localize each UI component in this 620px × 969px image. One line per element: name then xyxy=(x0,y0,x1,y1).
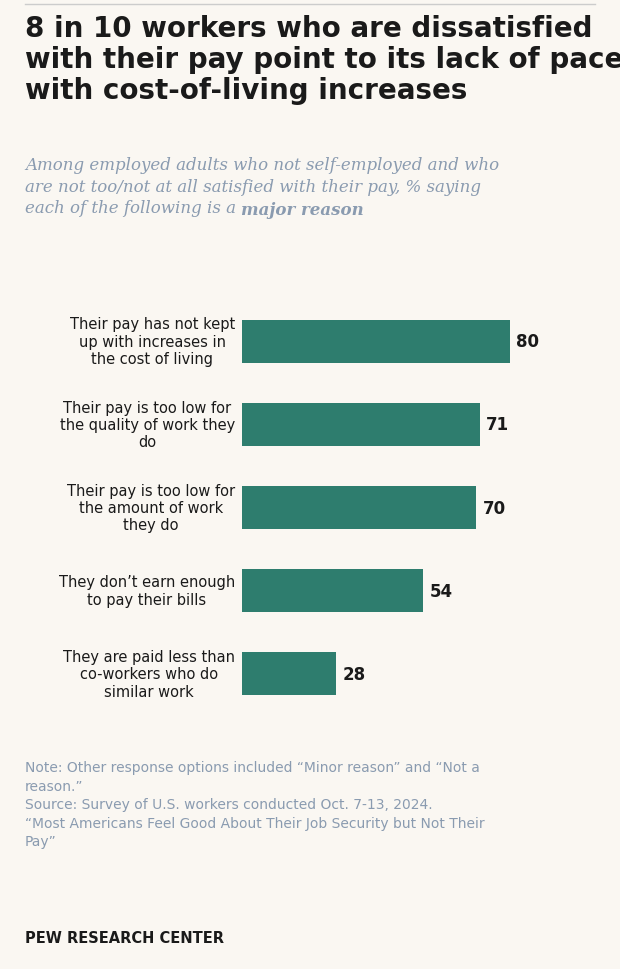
Text: Their pay is too low for
the quality of work they
do: Their pay is too low for the quality of … xyxy=(60,400,235,450)
Text: Their pay is too low for
the amount of work
they do: Their pay is too low for the amount of w… xyxy=(67,484,235,533)
Text: 71: 71 xyxy=(486,416,509,434)
Bar xyxy=(242,486,476,530)
Bar xyxy=(242,652,335,696)
Text: They don’t earn enough
to pay their bills: They don’t earn enough to pay their bill… xyxy=(59,575,235,608)
Text: Their pay has not kept
up with increases in
the cost of living: Their pay has not kept up with increases… xyxy=(70,317,235,367)
Bar xyxy=(242,321,510,363)
Text: 28: 28 xyxy=(342,665,365,683)
Text: PEW RESEARCH CENTER: PEW RESEARCH CENTER xyxy=(25,930,224,945)
Bar xyxy=(242,403,479,447)
Text: major reason: major reason xyxy=(241,202,364,219)
Bar xyxy=(242,570,423,612)
Text: Among employed adults who not self-employed and who
are not too/not at all satis: Among employed adults who not self-emplo… xyxy=(25,157,499,217)
Text: 80: 80 xyxy=(516,333,539,351)
Text: 8 in 10 workers who are dissatisfied
with their pay point to its lack of pace
wi: 8 in 10 workers who are dissatisfied wit… xyxy=(25,15,620,105)
Text: 70: 70 xyxy=(483,499,506,517)
Text: Note: Other response options included “Minor reason” and “Not a
reason.”
Source:: Note: Other response options included “M… xyxy=(25,761,484,848)
Text: They are paid less than
co-workers who do
similar work: They are paid less than co-workers who d… xyxy=(63,649,235,699)
Text: 54: 54 xyxy=(429,582,453,600)
